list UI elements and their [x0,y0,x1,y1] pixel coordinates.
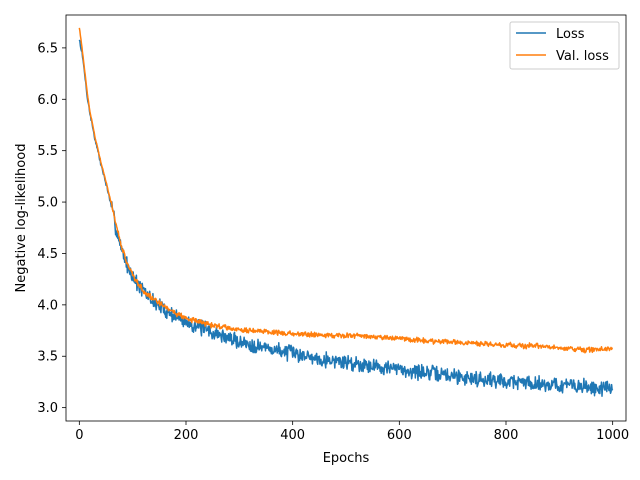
legend-label-val-loss: Val. loss [556,49,609,64]
y-tick-label: 5.0 [37,196,58,211]
x-axis-label: Epochs [323,451,370,466]
y-tick-label: 6.0 [37,93,58,108]
y-tick-label: 5.5 [37,144,58,159]
x-tick-label: 1000 [596,428,629,443]
y-axis: 3.0 3.5 4.0 4.5 5.0 5.5 6.0 6.5 [37,41,66,416]
x-tick-label: 400 [280,428,305,443]
y-tick-label: 3.5 [37,350,58,365]
x-axis: 0 200 400 600 800 1000 [75,421,629,443]
y-tick-label: 4.5 [37,247,58,262]
x-tick-label: 600 [387,428,412,443]
y-tick-label: 3.0 [37,401,58,416]
x-tick-label: 800 [494,428,519,443]
legend: Loss Val. loss [509,21,620,70]
series-layer [78,27,614,397]
x-tick-label: 0 [75,428,83,443]
plot-frame [65,14,627,422]
y-tick-label: 4.0 [37,298,58,313]
legend-label-loss: Loss [556,27,585,42]
y-axis-label: Negative log-likelihood [14,144,29,293]
series-line-val-loss [78,27,614,354]
x-tick-label: 200 [174,428,199,443]
y-tick-label: 6.5 [37,41,58,56]
